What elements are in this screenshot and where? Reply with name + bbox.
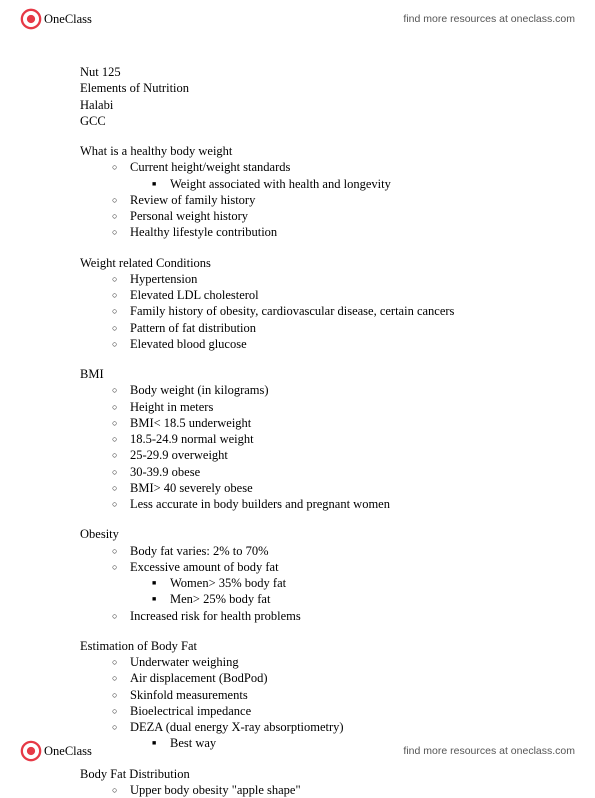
list-item-text: Upper body obesity "apple shape" [130,783,301,797]
list-item: Upper body obesity "apple shape" [130,782,515,798]
list-item-text: Body weight (in kilograms) [130,383,269,397]
page-header: OneClass find more resources at oneclass… [0,0,595,34]
list-item: 25-29.9 overweight [130,447,515,463]
list-item-text: Family history of obesity, cardiovascula… [130,304,454,318]
oneclass-icon [20,8,42,30]
list-item-text: BMI> 40 severely obese [130,481,253,495]
list-item: Hypertension [130,271,515,287]
section-title: Obesity [80,526,515,542]
list-item: Review of family history [130,192,515,208]
list-item: Skinfold measurements [130,687,515,703]
sub-list-item-text: Men> 25% body fat [170,592,270,606]
list-item-text: Bioelectrical impedance [130,704,251,718]
instructor: Halabi [80,97,515,113]
list-item: 30-39.9 obese [130,464,515,480]
list-item-text: Underwater weighing [130,655,239,669]
sub-list-item-text: Women> 35% body fat [170,576,286,590]
list-item-text: BMI< 18.5 underweight [130,416,251,430]
section-title: Weight related Conditions [80,255,515,271]
list-item: Increased risk for health problems [130,608,515,624]
list-item-text: Height in meters [130,400,213,414]
section-title: BMI [80,366,515,382]
section: Body Fat DistributionUpper body obesity … [80,766,515,798]
page-footer: OneClass find more resources at oneclass… [0,736,595,770]
course-title: Elements of Nutrition [80,80,515,96]
list-item: Healthy lifestyle contribution [130,224,515,240]
list-item: Air displacement (BodPod) [130,670,515,686]
section: What is a healthy body weightCurrent hei… [80,143,515,241]
header-link[interactable]: find more resources at oneclass.com [403,13,575,25]
list-item: Current height/weight standards Weight as… [130,159,515,192]
list-item: Pattern of fat distribution [130,320,515,336]
list-item-text: Pattern of fat distribution [130,321,256,335]
list-item: Bioelectrical impedance [130,703,515,719]
bullet-list: Body fat varies: 2% to 70%Excessive amou… [80,543,515,624]
list-item: Less accurate in body builders and pregn… [130,496,515,512]
list-item: Elevated blood glucose [130,336,515,352]
brand-name-footer: OneClass [44,744,92,759]
list-item-text: Elevated blood glucose [130,337,247,351]
list-item-text: Healthy lifestyle contribution [130,225,277,239]
section: Weight related ConditionsHypertension Ele… [80,255,515,353]
sub-list-item: Men> 25% body fat [170,591,515,607]
section-title: Estimation of Body Fat [80,638,515,654]
list-item: BMI< 18.5 underweight [130,415,515,431]
list-item: 18.5-24.9 normal weight [130,431,515,447]
section: Estimation of Body FatUnderwater weighin… [80,638,515,752]
list-item: Body weight (in kilograms) [130,382,515,398]
bullet-list: Body weight (in kilograms) Height in mete… [80,382,515,512]
brand-logo: OneClass [20,8,92,30]
list-item-text: Less accurate in body builders and pregn… [130,497,390,511]
brand-logo-footer: OneClass [20,740,92,762]
list-item-text: Body fat varies: 2% to 70% [130,544,269,558]
sub-list-item: Weight associated with health and longev… [170,176,515,192]
list-item-text: Skinfold measurements [130,688,248,702]
list-item: Body fat varies: 2% to 70% [130,543,515,559]
brand-name: OneClass [44,12,92,27]
list-item: Height in meters [130,399,515,415]
list-item-text: DEZA (dual energy X-ray absorptiometry) [130,720,344,734]
section: BMIBody weight (in kilograms) Height in m… [80,366,515,512]
section: ObesityBody fat varies: 2% to 70%Excessi… [80,526,515,624]
bullet-list: Upper body obesity "apple shape" [80,782,515,798]
footer-link[interactable]: find more resources at oneclass.com [403,745,575,757]
list-item-text: Hypertension [130,272,197,286]
sub-bullet-list: Weight associated with health and longev… [130,176,515,192]
oneclass-icon [20,740,42,762]
list-item-text: Review of family history [130,193,255,207]
list-item-text: Excessive amount of body fat [130,560,279,574]
sub-list-item: Women> 35% body fat [170,575,515,591]
list-item-text: Current height/weight standards [130,160,290,174]
list-item: BMI> 40 severely obese [130,480,515,496]
list-item: Family history of obesity, cardiovascula… [130,303,515,319]
list-item-text: Increased risk for health problems [130,609,301,623]
list-item-text: Elevated LDL cholesterol [130,288,259,302]
list-item-text: Personal weight history [130,209,248,223]
list-item-text: 25-29.9 overweight [130,448,228,462]
bullet-list: Hypertension Elevated LDL cholesterol Fami… [80,271,515,352]
list-item-text: Air displacement (BodPod) [130,671,267,685]
list-item: Excessive amount of body fatWomen> 35% b… [130,559,515,608]
list-item: Personal weight history [130,208,515,224]
sub-bullet-list: Women> 35% body fat Men> 25% body fat [130,575,515,608]
section-title: What is a healthy body weight [80,143,515,159]
document-body: Nut 125 Elements of Nutrition Halabi GCC… [0,34,595,798]
list-item: Elevated LDL cholesterol [130,287,515,303]
course-code: Nut 125 [80,64,515,80]
sub-list-item-text: Weight associated with health and longev… [170,177,391,191]
list-item-text: 30-39.9 obese [130,465,200,479]
list-item: Underwater weighing [130,654,515,670]
bullet-list: Current height/weight standards Weight as… [80,159,515,240]
institution: GCC [80,113,515,129]
list-item-text: 18.5-24.9 normal weight [130,432,254,446]
